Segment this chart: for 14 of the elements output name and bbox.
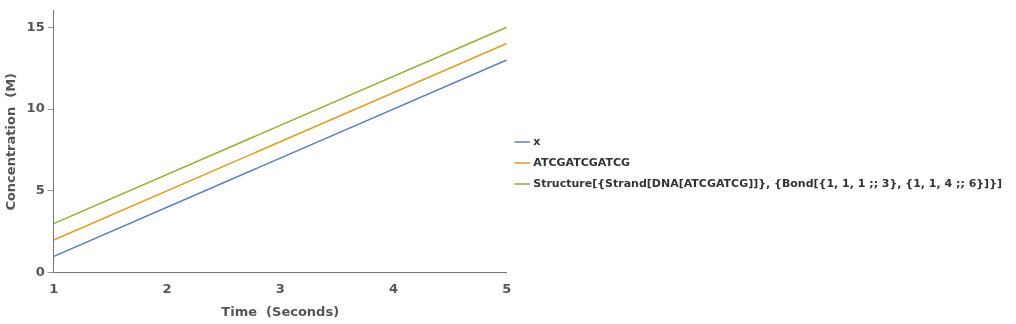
x-tick-label: 3 bbox=[275, 280, 285, 296]
y-tick-label: 0 bbox=[35, 264, 45, 280]
x-tick-label: 1 bbox=[49, 280, 59, 296]
x-tick-label: 2 bbox=[162, 280, 172, 296]
legend-label: Structure[{Strand[DNA[ATCGATCG]]}, {Bond[{1, 1, 1 ;; 3}, {1, 1, 4 ;; 6}]}] bbox=[533, 176, 1003, 190]
y-tick-label: 5 bbox=[35, 182, 45, 198]
legend-label: x bbox=[533, 134, 541, 148]
y-tick-label: 10 bbox=[26, 100, 45, 116]
y-axis-title: Concentration (M) bbox=[3, 72, 19, 211]
x-tick-label: 4 bbox=[388, 280, 399, 296]
y-tick-label: 15 bbox=[26, 18, 45, 34]
legend-label: ATCGATCGATCG bbox=[533, 155, 631, 169]
x-tick-label: 5 bbox=[502, 280, 512, 296]
x-axis-title: Time (Seconds) bbox=[221, 303, 340, 319]
